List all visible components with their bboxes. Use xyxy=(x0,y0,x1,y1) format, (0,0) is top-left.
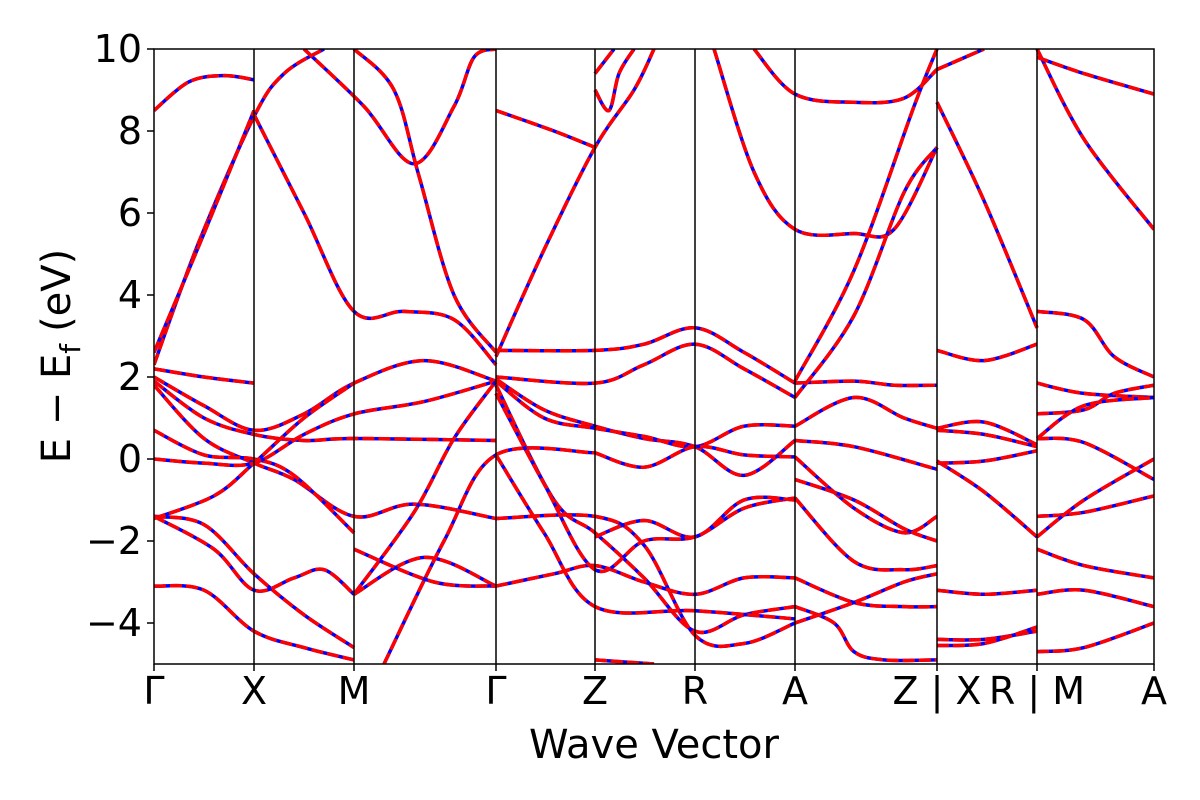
band-line-red xyxy=(495,563,796,597)
band-line-red xyxy=(494,392,796,574)
y-axis-label-subscript: f xyxy=(54,343,87,354)
band-line-red xyxy=(935,101,1039,329)
band-line-red xyxy=(154,379,497,468)
y-tick-label: −2 xyxy=(86,519,142,563)
y-axis-ticks: −4 −2 0 2 4 6 8 10 xyxy=(86,27,154,645)
band-line-red xyxy=(495,513,796,649)
band-line-red xyxy=(154,384,497,521)
x-tick-label: Z xyxy=(582,669,608,713)
band-line-red xyxy=(794,477,938,543)
band-line-red xyxy=(1035,49,1154,231)
band-line-red xyxy=(712,49,939,239)
band-line-red xyxy=(1036,55,1154,96)
band-line-red xyxy=(793,49,939,382)
y-tick-label: 4 xyxy=(118,273,142,317)
band-line-red xyxy=(353,555,497,596)
band-line-red xyxy=(936,49,985,72)
band-line-red xyxy=(1036,621,1154,654)
band-line-red xyxy=(1036,547,1154,580)
band-line-red xyxy=(793,496,938,572)
x-tick-label: R xyxy=(682,669,708,713)
band-line-red xyxy=(495,342,796,400)
band-line-blue xyxy=(794,604,938,663)
y-tick-label: −4 xyxy=(86,601,142,645)
x-tick-label: M xyxy=(338,669,371,713)
band-line-red xyxy=(936,428,1038,449)
band-line-red xyxy=(302,49,497,166)
band-line-red xyxy=(154,73,255,112)
band-line-red xyxy=(936,419,1038,447)
band-line-red xyxy=(1036,436,1154,482)
x-tick-label: A xyxy=(1141,669,1167,713)
band-line-red xyxy=(352,380,498,596)
x-tick-label: R | M xyxy=(989,669,1085,714)
band-line-red xyxy=(154,367,255,385)
band-line-red xyxy=(382,446,596,664)
x-tick-label: A xyxy=(782,669,808,713)
band-line-red xyxy=(794,379,938,388)
y-tick-label: 8 xyxy=(118,109,142,153)
band-line-red xyxy=(495,377,797,478)
band-line-red xyxy=(1035,457,1154,539)
y-tick-label: 10 xyxy=(94,27,142,71)
plot-frame xyxy=(153,48,1155,665)
band-line-red xyxy=(794,572,938,625)
band-line-red xyxy=(936,449,1038,465)
band-line-red xyxy=(793,455,938,535)
band-line-red xyxy=(936,342,1038,363)
band-line-red xyxy=(793,146,939,399)
band-line-red xyxy=(1036,588,1154,609)
band-line-red xyxy=(593,49,616,75)
band-line-red xyxy=(1036,494,1154,519)
band-line-red xyxy=(495,108,596,150)
x-tick-label: Γ xyxy=(485,669,506,713)
y-axis-label-main: E − E xyxy=(34,354,80,464)
band-line-red xyxy=(154,358,497,433)
band-line-red xyxy=(752,49,939,105)
band-line-red xyxy=(495,326,796,385)
band-line-red xyxy=(794,576,938,609)
y-tick-label: 6 xyxy=(118,191,142,235)
y-tick-label: 0 xyxy=(118,437,142,481)
band-line-red xyxy=(494,49,656,358)
band-line-red xyxy=(1035,395,1154,440)
x-tick-label: Γ xyxy=(143,669,164,713)
band-line-red xyxy=(1036,309,1154,379)
band-line-red xyxy=(936,629,1038,642)
band-line-red xyxy=(936,588,1038,597)
x-axis-label: Wave Vector xyxy=(529,722,780,768)
x-tick-label: X xyxy=(241,669,267,713)
band-lines xyxy=(154,49,1154,664)
band-line-red xyxy=(593,49,636,113)
x-tick-label: Z | X xyxy=(892,669,981,714)
y-tick-label: 2 xyxy=(118,355,142,399)
band-line-red xyxy=(154,109,256,354)
y-axis-label: E − Ef (eV) xyxy=(34,249,87,464)
y-axis-label-unit: (eV) xyxy=(34,249,80,332)
band-line-red xyxy=(154,514,356,596)
band-line-red xyxy=(936,459,1039,539)
band-line-red xyxy=(494,379,796,449)
high-symmetry-lines xyxy=(253,49,1038,664)
band-line-red xyxy=(353,547,497,588)
band-line-red xyxy=(252,113,498,366)
band-line-red xyxy=(794,438,938,471)
band-line-red xyxy=(794,395,938,430)
band-line-red xyxy=(352,49,498,354)
band-line-red xyxy=(936,625,1038,648)
